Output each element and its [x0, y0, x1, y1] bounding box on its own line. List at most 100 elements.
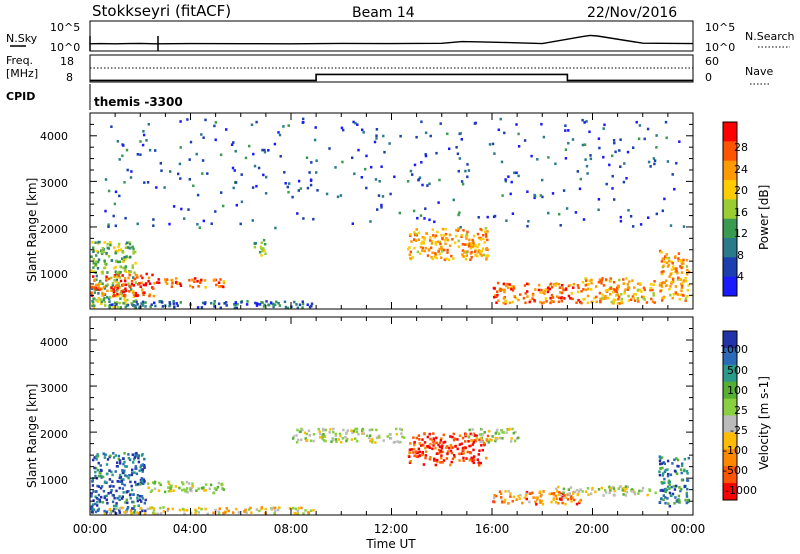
- heatmap-cell-4: [458, 434, 462, 437]
- heatmap-cell-5: [478, 236, 481, 240]
- heatmap-cell-1: [212, 491, 216, 494]
- heatmap-cell-0: [93, 304, 96, 308]
- heatmap-cell-0: [124, 465, 127, 468]
- colorbar-frame: [722, 121, 738, 297]
- heatmap-cell-0: [119, 297, 122, 300]
- heatmap-cell-6: [504, 498, 507, 502]
- heatmap-cell-7: [601, 293, 604, 297]
- heatmap-cell-9: [426, 184, 429, 187]
- heatmap-cell-4: [438, 445, 442, 448]
- heatmap-cell-6: [534, 288, 537, 291]
- heatmap-cell-4: [479, 461, 482, 465]
- heatmap-cell-0: [95, 455, 98, 458]
- heatmap-cell-1: [159, 483, 162, 487]
- heatmap-cell-5: [468, 428, 471, 432]
- heatmap-cell-8: [668, 275, 671, 278]
- heatmap-cell-6: [563, 494, 566, 497]
- heatmap-cell-0: [90, 269, 93, 273]
- heatmap-cell-9: [491, 142, 495, 146]
- heatmap-cell-3: [284, 305, 288, 309]
- heatmap-cell-9: [581, 143, 585, 147]
- heatmap-cell-5: [423, 238, 426, 241]
- heatmap-cell-4: [440, 456, 443, 460]
- heatmap-cell-0: [118, 495, 121, 498]
- heatmap-cell-3: [321, 434, 324, 437]
- colorbar-swatch: [723, 160, 737, 181]
- heatmap-cell-9: [179, 120, 182, 123]
- heatmap-cell-7: [615, 294, 618, 297]
- heatmap-cell-0: [113, 496, 116, 500]
- power-ticks: [89, 112, 694, 309]
- heatmap-cell-8: [686, 295, 689, 298]
- heatmap-cell-3: [338, 432, 342, 436]
- heatmap-cell-5: [479, 236, 482, 240]
- heatmap-cell-7: [610, 300, 613, 304]
- heatmap-cell-0: [127, 271, 131, 274]
- heatmap-cell-9: [526, 224, 529, 228]
- heatmap-cell-6: [524, 301, 527, 305]
- heatmap-cell-9: [286, 185, 289, 189]
- heatmap-cell-9: [116, 140, 120, 143]
- heatmap-cell-9: [187, 208, 190, 211]
- heatmap-cell-2: [250, 511, 253, 514]
- heatmap-cell-4: [468, 458, 472, 462]
- heatmap-cell-0: [132, 252, 135, 255]
- heatmap-cell-2: [108, 508, 111, 511]
- heatmap-cell-9: [305, 156, 309, 159]
- heatmap-cell-6: [518, 497, 521, 500]
- heatmap-cell-0: [106, 283, 109, 287]
- heatmap-cell-0: [97, 461, 100, 465]
- heatmap-cell-2: [118, 507, 122, 510]
- colorbar-swatch: [723, 466, 737, 484]
- heatmap-cell-9: [503, 131, 506, 135]
- heatmap-cell-6: [531, 491, 534, 495]
- heatmap-cell-1: [130, 280, 134, 283]
- heatmap-cell-9: [424, 207, 427, 210]
- heatmap-cell-9: [255, 184, 258, 188]
- heatmap-cell-1: [153, 482, 156, 485]
- heatmap-cell-7: [601, 277, 604, 280]
- heatmap-cell-7: [643, 298, 646, 301]
- heatmap-cell-9: [351, 156, 354, 160]
- heatmap-cell-8: [673, 488, 677, 491]
- heatmap-cell-7: [602, 284, 606, 287]
- heatmap-cell-1: [204, 489, 207, 492]
- heatmap-cell-9: [527, 220, 530, 223]
- heatmap-cell-3: [153, 301, 156, 305]
- heatmap-cell-4: [423, 441, 427, 444]
- heatmap-cell-7: [595, 300, 598, 304]
- heatmap-cell-5: [436, 240, 440, 244]
- heatmap-cell-2: [176, 281, 179, 285]
- heatmap-cell-2: [197, 511, 201, 514]
- heatmap-cell-0: [122, 471, 126, 474]
- heatmap-cell-2: [293, 511, 296, 515]
- heatmap-cell-3: [362, 432, 365, 435]
- heatmap-cell-6: [550, 293, 554, 297]
- heatmap-cell-7: [601, 296, 604, 300]
- heatmap-cell-3: [357, 432, 360, 436]
- heatmap-cell-9: [515, 171, 518, 175]
- heatmap-cell-9: [202, 219, 205, 223]
- heatmap-cell-8: [680, 286, 683, 290]
- heatmap-cell-9: [341, 160, 344, 164]
- heatmap-cell-0: [118, 286, 121, 289]
- heatmap-cell-7: [637, 298, 640, 302]
- heatmap-cell-9: [673, 187, 676, 191]
- heatmap-cell-7: [625, 487, 628, 490]
- heatmap-cell-5: [484, 230, 487, 234]
- heatmap-cell-5: [470, 242, 473, 245]
- heatmap-cell-0: [138, 498, 142, 502]
- heatmap-cell-9: [250, 123, 254, 127]
- heatmap-cell-1: [167, 489, 171, 493]
- heatmap-cell-0: [132, 461, 135, 464]
- heatmap-cell-1: [140, 281, 143, 285]
- heatmap-cell-1: [178, 486, 181, 490]
- heatmap-cell-0: [98, 498, 101, 502]
- velocity-cb-tick-1000: 1000: [720, 343, 748, 356]
- heatmap-cell-9: [365, 186, 368, 190]
- heatmap-cell-0: [134, 281, 138, 284]
- heatmap-cell-7: [600, 486, 603, 490]
- heatmap-cell-0: [119, 480, 122, 483]
- heatmap-cell-6: [558, 491, 561, 494]
- heatmap-cell-2: [204, 286, 207, 289]
